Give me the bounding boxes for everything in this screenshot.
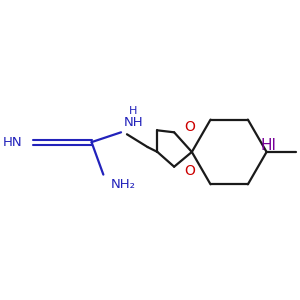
Text: O: O bbox=[184, 120, 195, 134]
Text: HN: HN bbox=[3, 136, 23, 148]
Text: O: O bbox=[184, 164, 195, 178]
Text: NH: NH bbox=[124, 116, 144, 129]
Text: NH₂: NH₂ bbox=[111, 178, 136, 191]
Text: HI: HI bbox=[260, 138, 277, 153]
Text: H: H bbox=[129, 106, 137, 116]
